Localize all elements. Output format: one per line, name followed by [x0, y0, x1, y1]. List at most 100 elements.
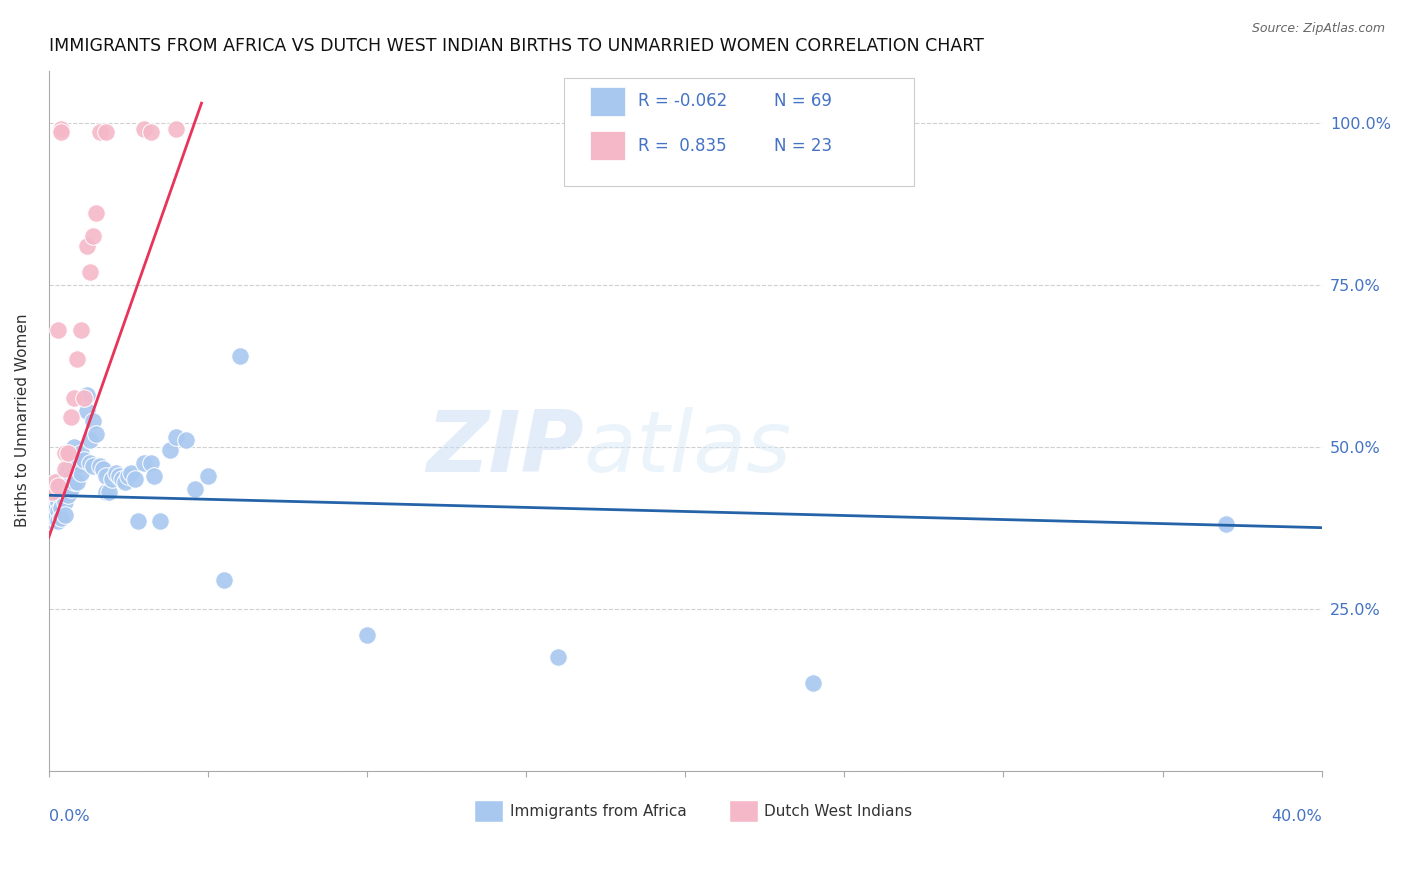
Point — [165, 122, 187, 136]
FancyBboxPatch shape — [730, 801, 758, 822]
Point — [41, 501, 63, 516]
Point — [111, 472, 134, 486]
Point — [73, 452, 96, 467]
FancyBboxPatch shape — [589, 87, 626, 116]
Point — [56, 462, 79, 476]
Point — [801, 676, 824, 690]
Point — [66, 352, 89, 367]
Point — [46, 323, 69, 337]
Point — [149, 514, 172, 528]
Point — [44, 501, 66, 516]
Point — [69, 323, 91, 337]
Point — [51, 472, 73, 486]
Point — [51, 511, 73, 525]
Point — [73, 391, 96, 405]
Point — [53, 468, 76, 483]
Point — [41, 485, 63, 500]
Point — [1215, 517, 1237, 532]
Point — [124, 472, 146, 486]
Point — [63, 391, 86, 405]
Point — [139, 125, 162, 139]
Point — [82, 459, 104, 474]
Point — [212, 573, 235, 587]
Point — [51, 122, 73, 136]
Point — [63, 440, 86, 454]
Point — [60, 446, 83, 460]
Point — [56, 488, 79, 502]
Text: Immigrants from Africa: Immigrants from Africa — [509, 804, 686, 819]
Point — [51, 125, 73, 139]
Point — [69, 446, 91, 460]
Point — [197, 468, 219, 483]
Point — [91, 462, 114, 476]
Point — [139, 456, 162, 470]
Point — [107, 468, 129, 483]
Point — [46, 478, 69, 492]
Point — [53, 462, 76, 476]
Point — [82, 229, 104, 244]
Point — [53, 508, 76, 522]
Point — [94, 468, 117, 483]
Point — [79, 265, 101, 279]
Point — [44, 491, 66, 506]
Point — [41, 488, 63, 502]
Point — [44, 511, 66, 525]
Point — [63, 475, 86, 490]
Point — [98, 485, 121, 500]
Point — [46, 504, 69, 518]
Point — [174, 433, 197, 447]
Point — [82, 414, 104, 428]
FancyBboxPatch shape — [564, 78, 914, 186]
Point — [86, 426, 108, 441]
Point — [79, 433, 101, 447]
Point — [104, 466, 127, 480]
Point — [41, 514, 63, 528]
Point — [53, 482, 76, 496]
Text: N = 23: N = 23 — [775, 136, 832, 154]
Point — [60, 410, 83, 425]
Point — [142, 468, 165, 483]
Text: Source: ZipAtlas.com: Source: ZipAtlas.com — [1251, 22, 1385, 36]
Point — [134, 122, 156, 136]
Point — [165, 430, 187, 444]
Point — [56, 475, 79, 490]
Point — [76, 404, 98, 418]
Point — [53, 446, 76, 460]
Text: IMMIGRANTS FROM AFRICA VS DUTCH WEST INDIAN BIRTHS TO UNMARRIED WOMEN CORRELATIO: IMMIGRANTS FROM AFRICA VS DUTCH WEST IND… — [49, 37, 984, 55]
Point — [44, 475, 66, 490]
Point — [69, 466, 91, 480]
Point — [76, 388, 98, 402]
Point — [547, 650, 569, 665]
Point — [46, 488, 69, 502]
Point — [89, 459, 111, 474]
Point — [60, 468, 83, 483]
Point — [63, 459, 86, 474]
Y-axis label: Births to Unmarried Women: Births to Unmarried Women — [15, 314, 30, 527]
Point — [89, 125, 111, 139]
Point — [101, 472, 124, 486]
Point — [56, 446, 79, 460]
Point — [356, 627, 378, 641]
Point — [46, 494, 69, 508]
Point — [114, 475, 136, 490]
Point — [121, 466, 143, 480]
Point — [159, 442, 181, 457]
Text: 40.0%: 40.0% — [1271, 809, 1322, 824]
Point — [66, 459, 89, 474]
Point — [79, 456, 101, 470]
Point — [228, 349, 250, 363]
FancyBboxPatch shape — [589, 131, 626, 161]
Point — [51, 491, 73, 506]
Point — [51, 501, 73, 516]
Point — [117, 468, 139, 483]
Point — [86, 206, 108, 220]
Text: Dutch West Indians: Dutch West Indians — [763, 804, 912, 819]
Text: atlas: atlas — [583, 408, 792, 491]
Point — [53, 494, 76, 508]
Point — [127, 514, 149, 528]
Text: R = -0.062: R = -0.062 — [638, 92, 727, 111]
Point — [94, 485, 117, 500]
Text: ZIP: ZIP — [426, 408, 583, 491]
Point — [94, 125, 117, 139]
Text: N = 69: N = 69 — [775, 92, 832, 111]
